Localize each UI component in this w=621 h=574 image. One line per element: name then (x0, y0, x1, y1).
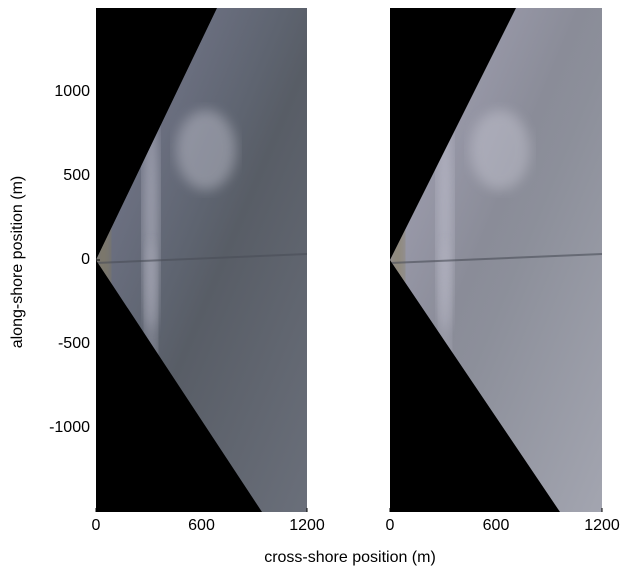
y-tick-label: 0 (81, 251, 90, 268)
x-tick-label: 0 (386, 517, 395, 534)
x-tick-label: 600 (188, 517, 215, 534)
x-tick-label: 1200 (584, 517, 620, 534)
y-tick-label: 500 (63, 167, 90, 184)
y-tick-label: 1000 (54, 83, 90, 100)
seam (390, 253, 602, 264)
y-tick-label: -500 (58, 335, 90, 352)
foam-patch (470, 110, 530, 190)
x-axis-label: cross-shore position (m) (264, 549, 436, 566)
foam-patch (176, 110, 236, 190)
x-tick-label: 0 (92, 517, 101, 534)
x-tick-label: 600 (483, 517, 510, 534)
seam (96, 253, 307, 264)
y-tick-label: -1000 (49, 419, 90, 436)
x-tick-label: 1200 (289, 517, 325, 534)
y-axis-label: along-shore position (m) (9, 176, 26, 349)
